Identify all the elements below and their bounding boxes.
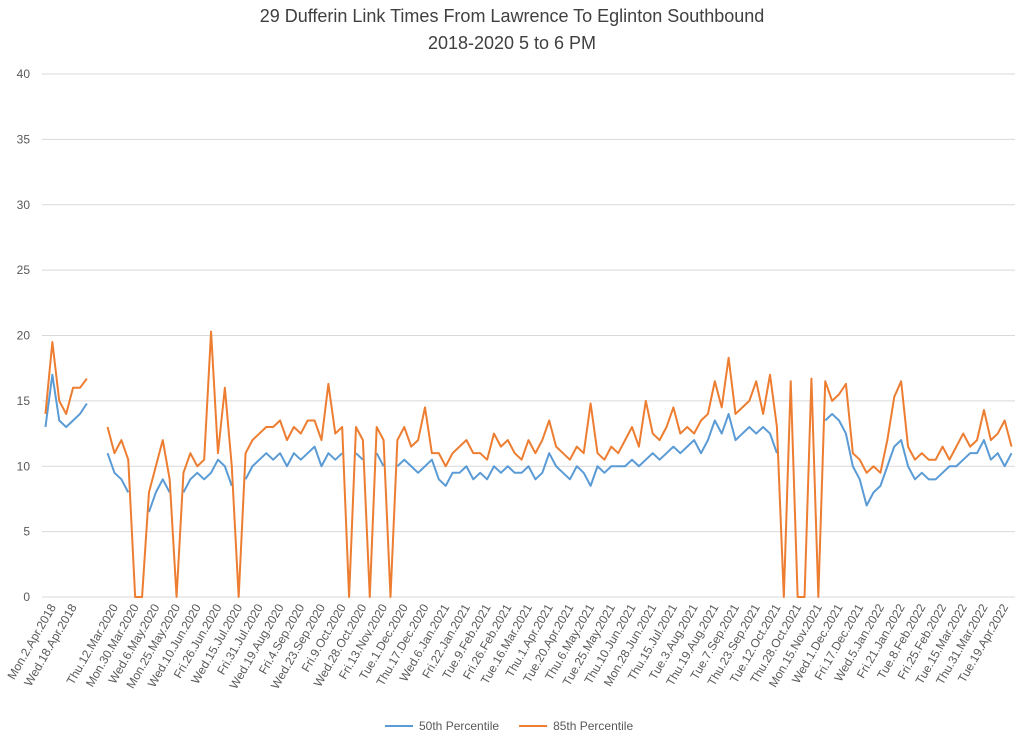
y-tick-label: 0 — [23, 590, 30, 604]
legend-label: 85th Percentile — [553, 719, 633, 733]
series-line — [182, 458, 233, 493]
series-line — [824, 412, 1013, 507]
series-line — [375, 452, 385, 467]
y-tick-label: 10 — [17, 459, 31, 473]
legend-label: 50th Percentile — [419, 719, 499, 733]
series-line — [44, 373, 88, 429]
series-line — [106, 452, 130, 493]
series-line — [355, 452, 364, 461]
chart-title: 29 Dufferin Link Times From Lawrence To … — [260, 6, 765, 26]
series-line — [396, 412, 778, 487]
y-tick-label: 30 — [17, 198, 31, 212]
y-tick-label: 40 — [17, 67, 31, 81]
y-tick-label: 25 — [17, 263, 31, 277]
y-tick-label: 5 — [23, 525, 30, 539]
y-tick-label: 20 — [17, 329, 31, 343]
y-tick-label: 35 — [17, 132, 31, 146]
series-line — [244, 445, 343, 480]
chart-subtitle: 2018-2020 5 to 6 PM — [428, 33, 596, 53]
series-line — [44, 341, 88, 415]
series-line — [148, 478, 171, 513]
y-tick-label: 15 — [17, 394, 31, 408]
series-line — [106, 330, 1013, 598]
